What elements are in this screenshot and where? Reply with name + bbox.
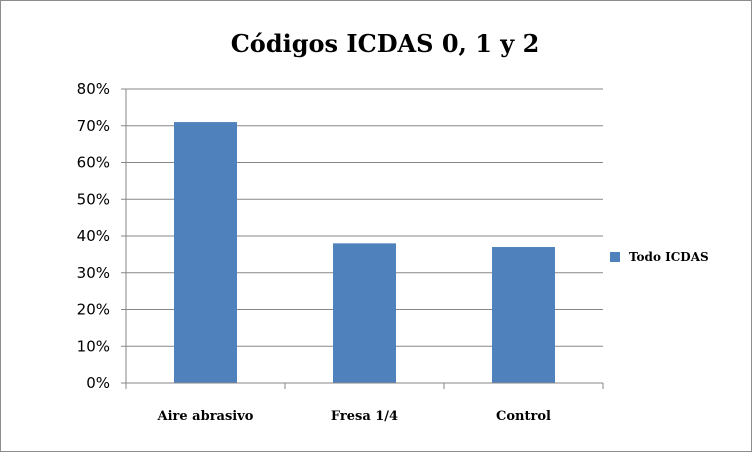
y-axis-ticks: 0% 10% 20% 30% 40% 50% 60% 70% 80% xyxy=(77,80,126,392)
chart-title: Códigos ICDAS 0, 1 y 2 xyxy=(231,29,540,58)
y-tick-label: 20% xyxy=(77,301,110,319)
y-tick-label: 50% xyxy=(77,190,110,208)
legend-swatch xyxy=(610,252,620,262)
y-tick-label: 80% xyxy=(77,80,110,98)
y-tick-label: 10% xyxy=(77,337,110,355)
y-tick-label: 0% xyxy=(86,374,110,392)
bars xyxy=(174,122,555,383)
y-tick-label: 30% xyxy=(77,264,110,282)
x-tick-label: Aire abrasivo xyxy=(157,409,254,424)
legend: Todo ICDAS xyxy=(610,250,709,264)
x-tick-label: Fresa 1/4 xyxy=(331,409,398,424)
bar xyxy=(333,243,396,383)
x-axis: Aire abrasivo Fresa 1/4 Control xyxy=(125,89,604,424)
x-tick-label: Control xyxy=(496,409,551,424)
legend-label: Todo ICDAS xyxy=(629,250,709,264)
bar xyxy=(492,247,555,383)
y-tick-label: 60% xyxy=(77,154,110,172)
y-tick-label: 70% xyxy=(77,117,110,135)
y-tick-label: 40% xyxy=(77,227,110,245)
bar xyxy=(174,122,237,383)
